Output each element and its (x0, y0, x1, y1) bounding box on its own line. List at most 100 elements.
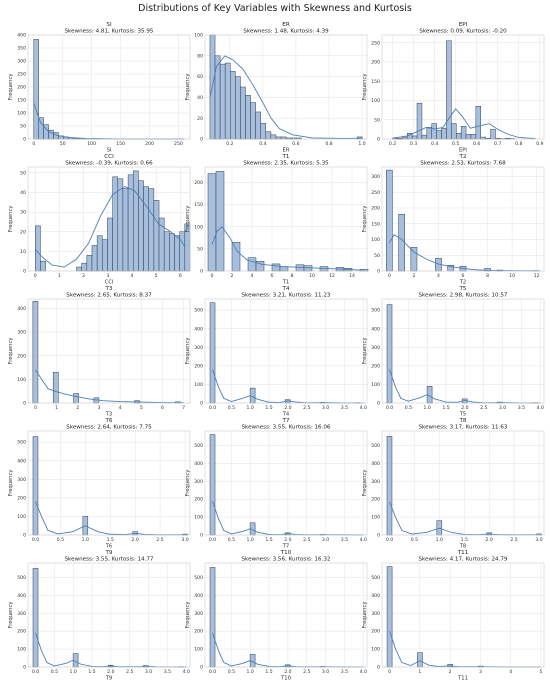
x-tick-label: 3.0 (499, 405, 506, 411)
histogram-bar (421, 134, 428, 140)
x-tick-label: 3.0 (322, 537, 329, 543)
y-tick-label: 250 (371, 40, 380, 46)
y-axis-label: Frequency (8, 74, 14, 101)
x-tick-label: 3.5 (341, 537, 348, 543)
histogram-bar (490, 129, 496, 140)
y-tick-label: 0 (377, 665, 380, 671)
x-tick-label: 150 (116, 141, 125, 147)
y-tick-label: 0 (377, 401, 380, 407)
subplot-title: T7 (282, 418, 290, 424)
x-tick-label: 4 (119, 405, 122, 411)
histogram-bar (112, 176, 119, 272)
y-tick-label: 250 (371, 190, 380, 196)
histogram-bar (143, 186, 149, 272)
x-tick-label: 2.5 (126, 669, 133, 675)
y-tick-label: 200 (194, 180, 203, 186)
y-tick-label: 300 (194, 611, 203, 617)
x-axis-label: T8 (459, 544, 466, 550)
histogram-bar (386, 304, 393, 404)
x-tick-label: 0.0 (209, 405, 216, 411)
y-tick-label: 300 (371, 611, 380, 617)
x-tick-label: 1.0 (247, 669, 254, 675)
x-tick-label: 0 (211, 273, 214, 279)
histogram-bar (451, 123, 457, 140)
y-tick-label: 100 (371, 647, 380, 653)
histogram-bar (86, 255, 93, 272)
histogram-bar (122, 188, 129, 272)
y-tick-label: 0 (200, 533, 203, 539)
y-tick-label: 400 (371, 326, 380, 332)
histogram-bar (96, 235, 103, 272)
subplot-subtitle: Skewness: 2.53, Kurtosis: 7.68 (420, 161, 506, 167)
y-tick-label: 100 (17, 647, 26, 653)
y-axis-label: Frequency (185, 602, 191, 629)
y-tick-label: 300 (194, 345, 203, 351)
y-tick-label: 300 (17, 477, 26, 483)
histogram-bar (280, 136, 287, 140)
subplot-title: EPI (459, 22, 468, 28)
kde-curve (389, 630, 541, 668)
subplot-title: T5 (459, 286, 467, 292)
histogram-bar (91, 245, 98, 272)
x-tick-label: 3 (479, 669, 482, 675)
x-tick-label: 0.7 (494, 141, 501, 147)
x-tick-label: 0.0 (32, 669, 39, 675)
subplot-subtitle: Skewness: 3.17, Kurtosis: 11.63 (418, 425, 507, 431)
x-tick-label: 2 (231, 273, 234, 279)
x-tick-label: 6 (161, 405, 164, 411)
y-axis-label: Frequency (185, 470, 191, 497)
histogram-bar (76, 266, 82, 272)
x-tick-label: 4.0 (537, 405, 544, 411)
y-tick-label: 400 (17, 458, 26, 464)
y-tick-label: 40 (197, 95, 203, 101)
y-tick-label: 500 (371, 308, 380, 314)
x-tick-label: 1.5 (461, 537, 468, 543)
x-tick-label: 3.5 (518, 405, 525, 411)
histogram-bar (117, 178, 124, 272)
histogram-bar (231, 241, 241, 272)
x-tick-label: 0.0 (209, 537, 216, 543)
y-tick-label: 500 (194, 443, 203, 449)
y-tick-label: 50 (374, 117, 380, 123)
y-tick-label: 200 (194, 363, 203, 369)
x-tick-label: 1 (55, 405, 58, 411)
y-tick-label: 250 (17, 72, 26, 78)
y-axis-label: Frequency (362, 602, 368, 629)
y-tick-label: 200 (17, 85, 26, 91)
subplot-title: T9 (105, 550, 113, 556)
x-axis-label: T1 (282, 280, 289, 286)
subplot-title: T4 (282, 286, 290, 292)
x-tick-label: 0.3 (410, 141, 417, 147)
y-tick-label: 100 (194, 515, 203, 521)
x-axis-label: T2 (459, 280, 466, 286)
x-tick-label: 4 (437, 273, 440, 279)
y-tick-label: 200 (371, 60, 380, 66)
x-tick-label: 1.0 (436, 537, 443, 543)
y-tick-label: 500 (17, 440, 26, 446)
y-tick-label: 0 (377, 137, 380, 143)
x-tick-label: 2.0 (284, 669, 291, 675)
x-tick-label: 2 (76, 405, 79, 411)
histogram-bar (153, 200, 160, 272)
plot-frame (381, 34, 545, 140)
x-tick-label: 1.0 (424, 405, 431, 411)
x-tick-label: 0.8 (325, 141, 332, 147)
y-tick-label: 20 (197, 116, 203, 122)
plot-frame (204, 166, 368, 272)
y-tick-label: 150 (194, 202, 203, 208)
y-tick-label: 200 (371, 206, 380, 212)
y-tick-label: 200 (17, 353, 26, 359)
subplot-subtitle: Skewness: 2.35, Kurtosis: 5.35 (243, 161, 329, 167)
y-axis-label: Frequency (8, 602, 14, 629)
histogram-bar (271, 263, 281, 272)
x-tick-label: 4 (131, 273, 134, 279)
y-tick-label: 300 (371, 345, 380, 351)
x-tick-label: 1 (58, 273, 61, 279)
histogram-bar (163, 231, 170, 272)
histogram-bar (33, 39, 39, 140)
x-tick-label: 1.0 (247, 537, 254, 543)
y-tick-label: 0 (23, 665, 26, 671)
